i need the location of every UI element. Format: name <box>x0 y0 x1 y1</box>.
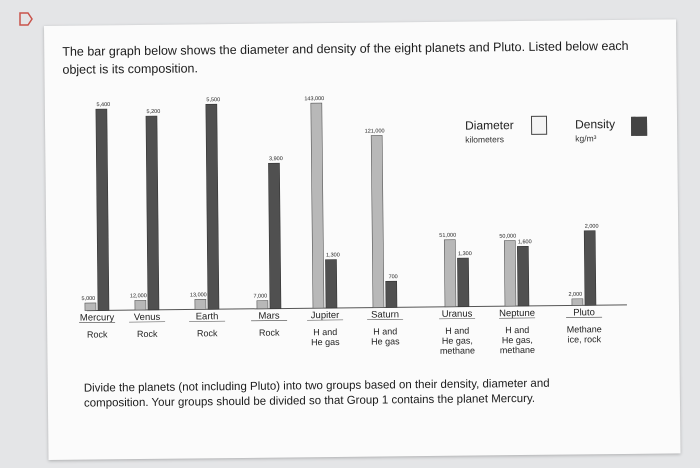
category-label-mercury: Mercury <box>80 312 115 323</box>
diameter-bar-pluto <box>571 298 584 306</box>
legend-diameter: Diameter kilometers <box>465 115 548 145</box>
composition-earth-0: Rock <box>197 328 218 338</box>
diameter-bar-venus <box>134 299 147 311</box>
composition-neptune-0: H and <box>505 325 529 335</box>
density-bar-pluto <box>583 230 597 306</box>
density-label-neptune: 1,600 <box>518 239 532 245</box>
diameter-bar-uranus <box>443 239 457 308</box>
density-label-venus: 5,200 <box>146 109 160 115</box>
composition-saturn-1: He gas <box>371 336 400 346</box>
category-label-uranus: Uranus <box>442 309 473 320</box>
category-label-venus: Venus <box>134 312 161 323</box>
density-label-mercury: 5,400 <box>96 102 110 108</box>
density-bar-venus <box>145 115 160 311</box>
question-card: The bar graph below shows the diameter a… <box>44 19 681 460</box>
density-label-earth: 5,500 <box>206 97 220 103</box>
category-label-jupiter: Jupiter <box>311 310 340 321</box>
density-bar-mars <box>268 162 282 309</box>
diameter-bar-earth <box>194 299 207 310</box>
density-bar-mercury <box>95 108 110 311</box>
density-bar-saturn <box>385 280 398 308</box>
composition-pluto-0: Methane <box>567 324 602 334</box>
composition-venus-0: Rock <box>137 329 158 339</box>
density-label-uranus: 1,300 <box>458 251 472 257</box>
legend-density: Density kg/m³ <box>575 115 648 143</box>
density-label-mars: 3,900 <box>269 156 283 162</box>
flag-icon <box>19 12 33 26</box>
density-bar-neptune <box>517 246 530 307</box>
diameter-bar-jupiter <box>310 102 325 309</box>
diameter-label-uranus: 51,000 <box>439 233 456 239</box>
composition-neptune-1: He gas, <box>502 335 533 345</box>
composition-neptune-2: methane <box>500 345 535 355</box>
diameter-label-neptune: 50,000 <box>499 234 516 240</box>
diameter-bar-mercury <box>84 302 97 311</box>
composition-saturn-0: H and <box>373 326 397 336</box>
composition-uranus-2: methane <box>440 346 475 356</box>
composition-mercury-0: Rock <box>87 329 108 339</box>
category-label-neptune: Neptune <box>499 308 535 319</box>
diameter-bar-mars <box>256 300 269 310</box>
diameter-label-mercury: 5,000 <box>81 296 95 302</box>
composition-jupiter-0: H and <box>313 327 337 337</box>
category-label-pluto: Pluto <box>573 307 595 318</box>
category-label-saturn: Saturn <box>371 309 399 320</box>
diameter-label-pluto: 2,000 <box>568 292 582 298</box>
diameter-label-venus: 12,000 <box>130 293 147 299</box>
diameter-label-earth: 13,000 <box>190 292 207 298</box>
composition-pluto-1: ice, rock <box>568 334 602 344</box>
planet-bar-chart: 5,000 5,400 Mercury Rock 12,000 5,200 Venus Roc… <box>79 96 627 356</box>
category-label-earth: Earth <box>196 311 219 322</box>
composition-mars-0: Rock <box>259 328 280 338</box>
composition-uranus-0: H and <box>445 326 469 336</box>
density-label-jupiter: 1,300 <box>326 252 340 258</box>
chart-baseline <box>86 304 627 312</box>
density-label-saturn: 700 <box>389 274 398 280</box>
diameter-label-jupiter: 143,000 <box>304 96 324 102</box>
composition-jupiter-1: He gas <box>311 337 340 347</box>
density-label-pluto: 2,000 <box>585 224 599 230</box>
composition-uranus-1: He gas, <box>442 336 473 346</box>
legend-density-swatch <box>630 116 648 136</box>
category-label-mars: Mars <box>258 311 279 322</box>
density-bar-earth <box>205 103 220 310</box>
density-bar-uranus <box>457 257 470 307</box>
density-bar-jupiter <box>325 259 338 309</box>
diameter-bar-saturn <box>370 135 385 308</box>
diameter-label-saturn: 121,000 <box>365 128 385 134</box>
diameter-bar-neptune <box>503 240 517 307</box>
diameter-label-mars: 7,000 <box>253 294 267 300</box>
question-instructions: Divide the planets (not including Pluto)… <box>83 377 550 410</box>
legend-diameter-swatch <box>530 115 548 135</box>
